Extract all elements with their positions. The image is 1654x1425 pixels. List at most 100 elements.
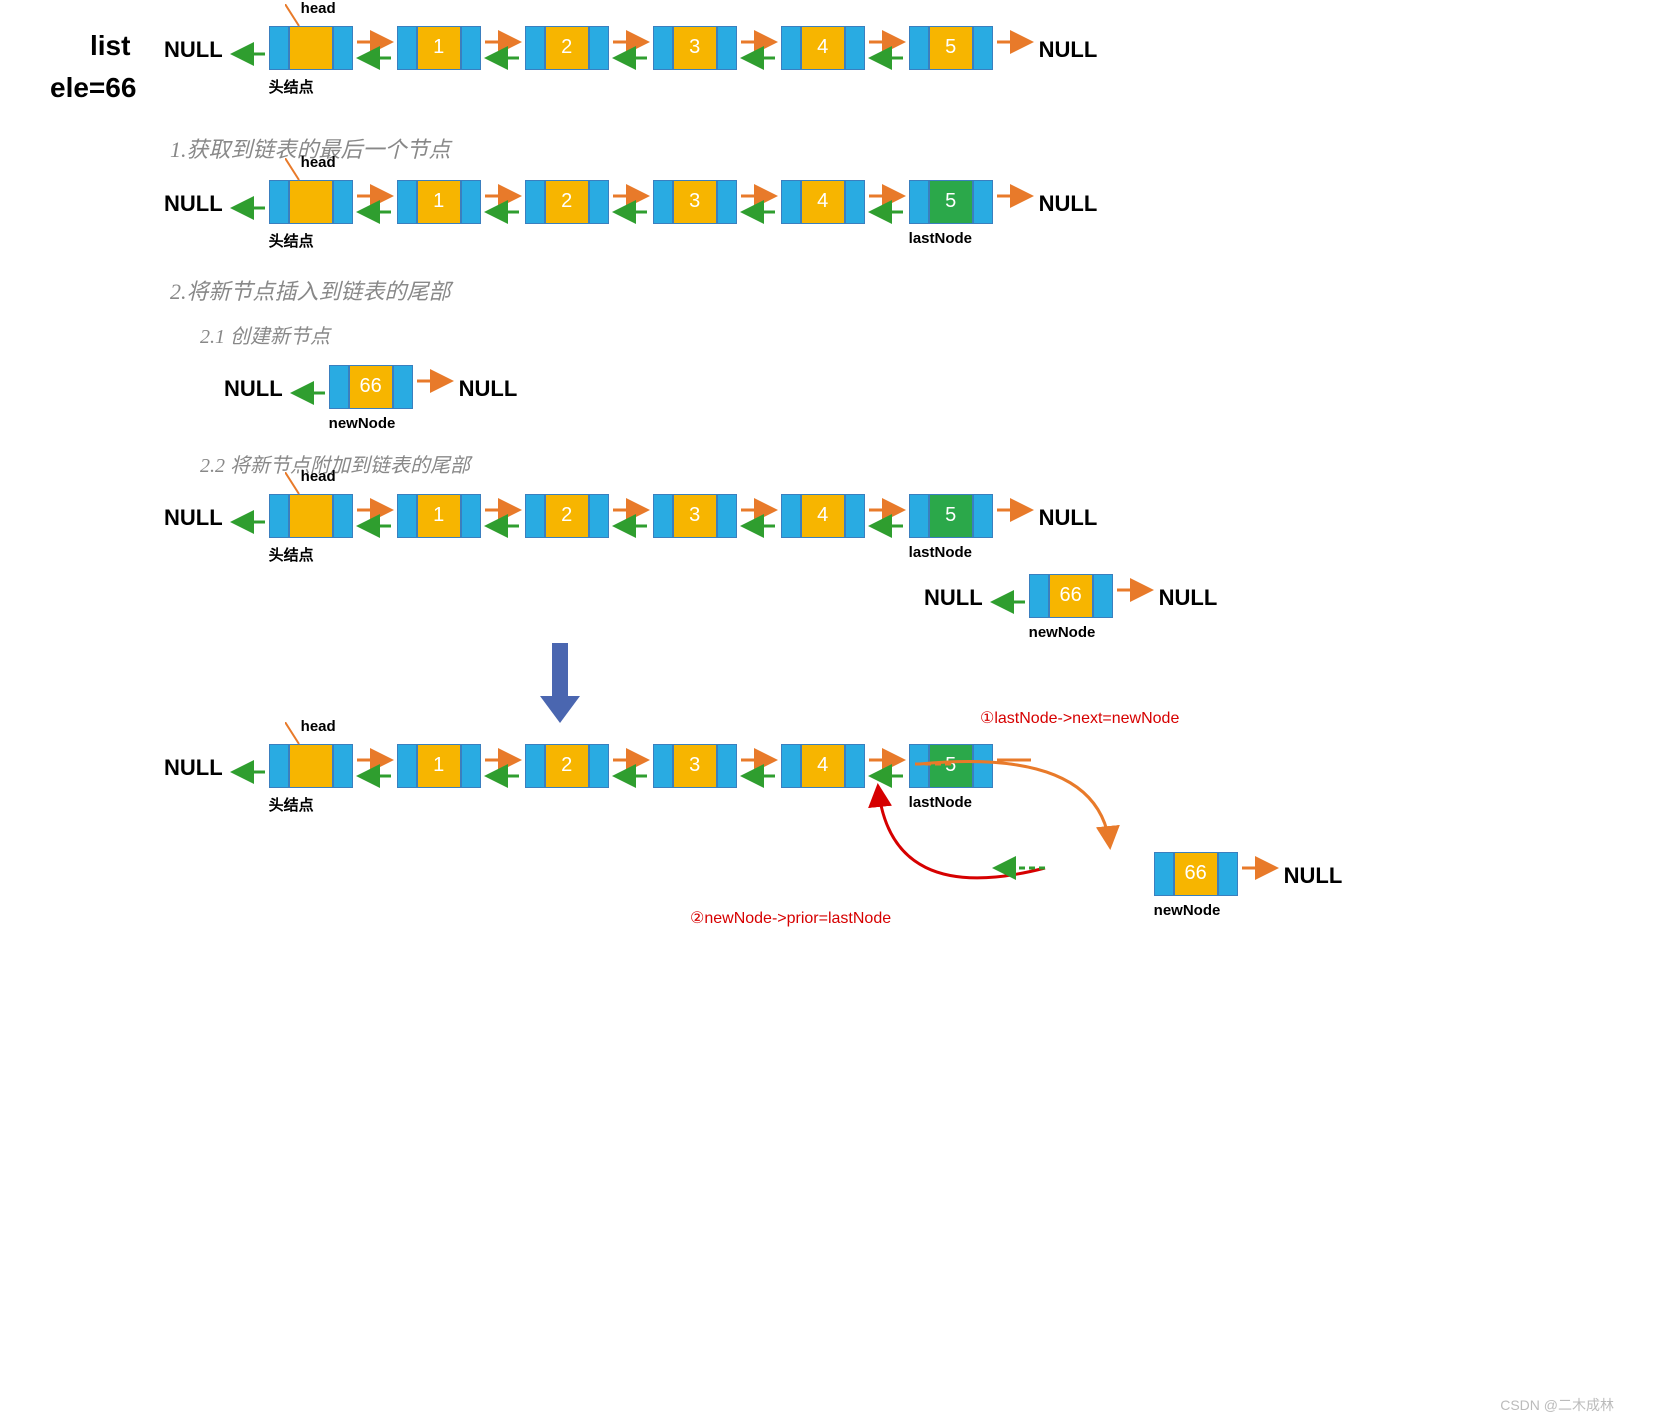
node-below-label: 头结点: [269, 544, 314, 565]
linked-list-node: 3: [653, 744, 737, 788]
arrow-pair-icon: [483, 496, 523, 540]
arrow-icon: [995, 496, 1037, 540]
arrow-pair: [355, 182, 395, 226]
arrow-next-null: [1240, 854, 1280, 898]
node-data: 3: [673, 180, 717, 224]
node-next: [461, 26, 481, 70]
step-2-2-title: 2.2 将新节点附加到链表的尾部: [200, 449, 1624, 478]
node-below-label: 头结点: [269, 794, 314, 815]
linked-list-row-1: NULL head 头结点 1: [160, 20, 1101, 80]
node-data: 2: [545, 180, 589, 224]
arrow-icon: [987, 576, 1029, 620]
node-prev: [653, 494, 673, 538]
node-wrap: head 头结点: [267, 180, 355, 229]
node-next: [973, 180, 993, 224]
node-data: [289, 744, 333, 788]
arrow-prev-null: [227, 28, 267, 72]
null-label: NULL: [164, 191, 223, 217]
node-data: 3: [673, 26, 717, 70]
node-next: [1093, 574, 1113, 618]
linked-list-row-4: NULL head 头结点 1: [160, 738, 1624, 798]
null-label: NULL: [164, 755, 223, 781]
node-prev: [397, 494, 417, 538]
node-data: 66: [349, 365, 393, 409]
node-prev: [525, 26, 545, 70]
node-data: 1: [417, 494, 461, 538]
arrow-pair: [483, 746, 523, 790]
null-label: NULL: [1284, 863, 1343, 889]
node-data: 4: [801, 26, 845, 70]
arrow-next-null: [995, 28, 1035, 72]
null-label: NULL: [1039, 37, 1098, 63]
linked-list-node: 1: [397, 26, 481, 70]
label-ele: ele=66: [50, 72, 160, 104]
arrow-pair-icon: [611, 28, 651, 72]
arrow-pair: [867, 28, 907, 72]
null-label: NULL: [1039, 505, 1098, 531]
node-prev: [329, 365, 349, 409]
node-next: [333, 494, 353, 538]
node-prev: [781, 26, 801, 70]
linked-list-node: 4: [781, 744, 865, 788]
node-next: [717, 26, 737, 70]
node-data: 66: [1174, 852, 1218, 896]
arrow-prev-null: [227, 746, 267, 790]
node-wrap: 4: [779, 26, 867, 75]
linked-list-node: 3: [653, 180, 737, 224]
node-next: [973, 744, 993, 788]
null-label: NULL: [164, 37, 223, 63]
node-next: [845, 180, 865, 224]
linked-list-row-3: NULL head 头结点 1: [160, 488, 1624, 548]
arrow-pair-icon: [355, 28, 395, 72]
arrow-pair: [739, 496, 779, 540]
head-label: head: [301, 154, 336, 171]
arrow-next-null: [1115, 576, 1155, 620]
note-2: ②newNode->prior=lastNode: [690, 908, 891, 928]
arrow-pair: [611, 746, 651, 790]
arrow-icon: [227, 746, 269, 790]
linked-list-row-2: NULL head 头结点 1: [160, 174, 1624, 234]
step-2-1-title: 2.1 创建新节点: [200, 320, 1624, 349]
arrow-next-null: [995, 496, 1035, 540]
node-next: [333, 744, 353, 788]
node-prev: [781, 744, 801, 788]
node-next: [333, 180, 353, 224]
node-wrap: 66 newNode: [1152, 852, 1240, 901]
node-wrap: 3: [651, 494, 739, 543]
head-label: head: [301, 468, 336, 485]
node-next: [461, 744, 481, 788]
linked-list-node: 66: [329, 365, 413, 409]
linked-list-node: 1: [397, 744, 481, 788]
linked-list-node: 2: [525, 744, 609, 788]
arrow-prev-null: [287, 367, 327, 411]
node-data: 4: [801, 494, 845, 538]
node-next: [845, 744, 865, 788]
arrow-pair-icon: [355, 746, 395, 790]
node-wrap: 2: [523, 494, 611, 543]
arrow-pair: [611, 182, 651, 226]
node-wrap: 2: [523, 180, 611, 229]
new-node-row-3: NULL 66 newNode NULL: [920, 568, 1624, 628]
node-next: [1218, 852, 1238, 896]
null-label: NULL: [459, 376, 518, 402]
arrow-pair: [355, 746, 395, 790]
head-label: head: [301, 0, 336, 17]
arrow-pair-icon: [483, 746, 523, 790]
arrow-pair-icon: [739, 28, 779, 72]
node-next: [393, 365, 413, 409]
node-data: 5: [929, 26, 973, 70]
node-next: [717, 744, 737, 788]
node-wrap: 4: [779, 494, 867, 543]
node-wrap: 3: [651, 180, 739, 229]
node-prev: [909, 180, 929, 224]
arrow-prev-null: [227, 496, 267, 540]
step-1-title: 1.获取到链表的最后一个节点: [170, 132, 1624, 164]
node-wrap: 1: [395, 744, 483, 793]
linked-list-node: 5: [909, 744, 993, 788]
arrow-pair: [739, 182, 779, 226]
linked-list-node: 5: [909, 494, 993, 538]
linked-list-node: 66: [1154, 852, 1238, 896]
node-prev: [653, 26, 673, 70]
watermark: CSDN @二木成林: [1500, 1395, 1614, 1415]
node-next: [973, 26, 993, 70]
